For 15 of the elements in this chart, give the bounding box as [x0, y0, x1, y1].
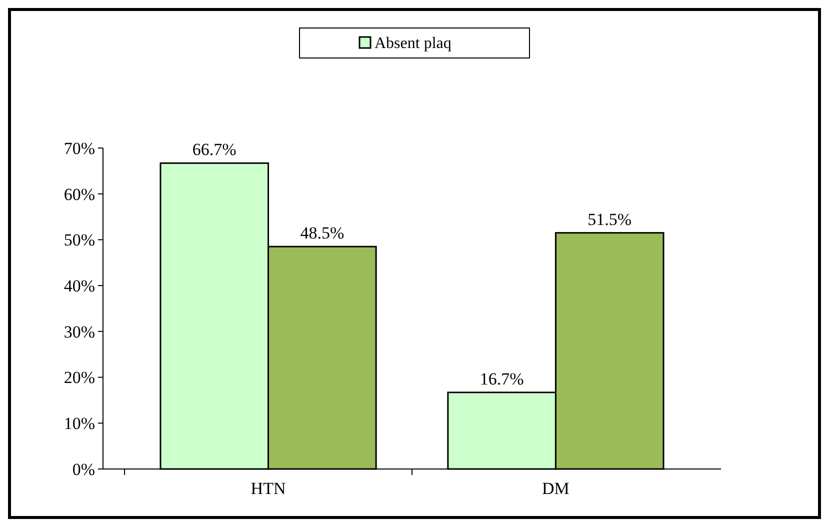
y-tick-label: 10% [64, 414, 95, 434]
y-tick-label: 30% [64, 322, 95, 342]
legend-label: Absent plaq [374, 35, 452, 52]
x-tick-label: DM [542, 479, 570, 498]
data-label: 51.5% [588, 210, 632, 229]
y-tick-label: 20% [64, 368, 95, 388]
y-tick-label: 50% [64, 230, 95, 250]
y-tick-label: 0% [72, 460, 95, 479]
y-tick-label: 40% [64, 276, 95, 296]
data-label: 48.5% [300, 224, 344, 243]
data-label: 66.7% [192, 140, 236, 160]
y-tick-label: 60% [64, 184, 95, 204]
y-tick-label: 70% [64, 138, 95, 158]
data-label: 16.7% [480, 369, 524, 388]
x-tick-label: HTN [250, 479, 286, 498]
